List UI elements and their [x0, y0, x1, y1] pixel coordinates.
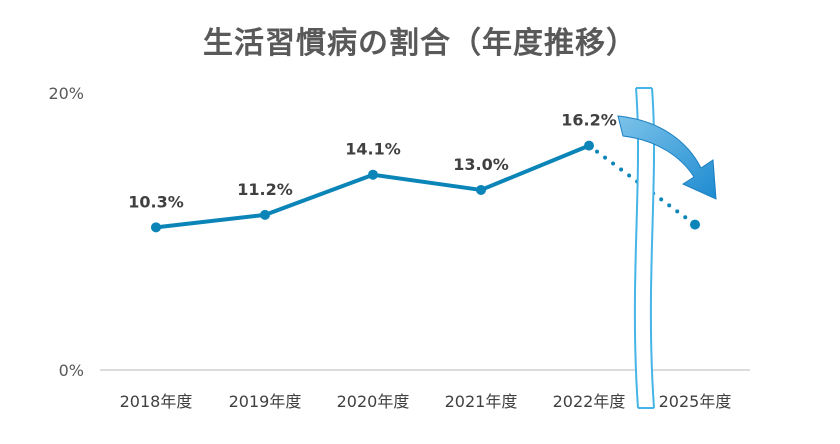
data-point — [151, 222, 161, 233]
data-label: 13.0% — [453, 155, 509, 174]
data-point — [368, 169, 378, 180]
data-label: 16.2% — [561, 111, 617, 130]
x-tick-label: 2018年度 — [120, 392, 193, 411]
y-tick-label: 0% — [59, 361, 84, 380]
x-tick-label: 2022年度 — [553, 392, 626, 411]
x-tick-label: 2020年度 — [337, 392, 410, 411]
x-tick-label: 2019年度 — [229, 392, 302, 411]
x-tick-label: 2021年度 — [445, 392, 518, 411]
x-tick-label: 2025年度 — [659, 392, 732, 411]
data-label: 14.1% — [345, 140, 401, 159]
y-tick-label: 20% — [48, 84, 84, 103]
data-point — [690, 219, 700, 230]
data-point — [476, 184, 486, 195]
axis-break-fill — [634, 88, 655, 408]
data-point — [584, 140, 594, 151]
trend-arrow-down-icon — [617, 115, 717, 200]
data-label: 10.3% — [128, 192, 184, 211]
series-line-projected — [587, 143, 697, 227]
data-point — [260, 209, 270, 220]
data-label: 11.2% — [237, 180, 293, 199]
chart-title: 生活習慣病の割合（年度推移） — [203, 26, 637, 61]
